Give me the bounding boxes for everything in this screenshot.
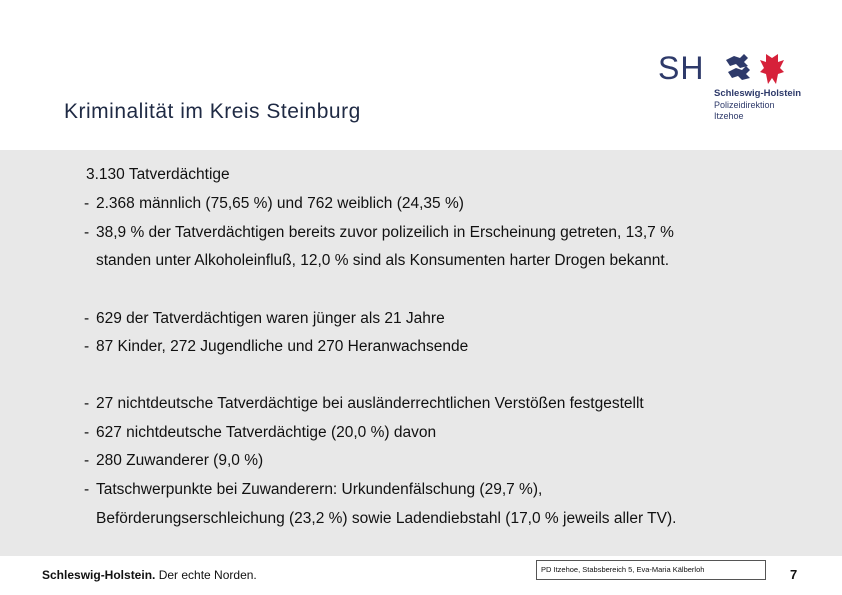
bullet-text-continued: Beförderungserschleichung (23,2 %) sowie… bbox=[96, 510, 677, 527]
organization-logo: SH Schleswig-Holstein Polizeidirektion I… bbox=[656, 48, 816, 128]
bullet-text: 627 nichtdeutsche Tatverdächtige (20,0 %… bbox=[96, 424, 437, 441]
content-headline: 3.130 Tatverdächtige bbox=[86, 166, 230, 183]
bullet-text-continued: standen unter Alkoholeinfluß, 12,0 % sin… bbox=[96, 252, 670, 269]
bullet-marker: - bbox=[84, 424, 90, 441]
logo-abbreviation: SH bbox=[658, 50, 705, 86]
bullet-text: 87 Kinder, 272 Jugendliche und 270 Heran… bbox=[96, 338, 469, 355]
bullet-marker: - bbox=[84, 338, 90, 355]
bullet-marker: - bbox=[84, 224, 90, 241]
slide-title: Kriminalität im Kreis Steinburg bbox=[64, 100, 361, 123]
lions-and-nettle-leaf-icon bbox=[726, 54, 784, 84]
bullet-marker: - bbox=[84, 481, 90, 498]
footer-brand-name: Schleswig-Holstein. bbox=[42, 568, 156, 582]
footer-slogan: Der echte Norden. bbox=[155, 568, 257, 582]
footer-credit: PD Itzehoe, Stabsbereich 5, Eva-Maria Kä… bbox=[541, 565, 705, 574]
bullet-text: 27 nichtdeutsche Tatverdächtige bei ausl… bbox=[96, 395, 644, 412]
bullet-marker: - bbox=[84, 310, 90, 327]
bullet-text: 2.368 männlich (75,65 %) und 762 weiblic… bbox=[96, 195, 464, 212]
footer-brand: Schleswig-Holstein. Der echte Norden. bbox=[42, 568, 257, 582]
bullet-marker: - bbox=[84, 452, 90, 469]
bullet-text: 38,9 % der Tatverdächtigen bereits zuvor… bbox=[96, 224, 674, 241]
logo-state-name: Schleswig-Holstein bbox=[714, 88, 802, 99]
logo-department: Polizeidirektion bbox=[714, 100, 775, 110]
bullet-marker: - bbox=[84, 395, 90, 412]
page-number: 7 bbox=[790, 567, 798, 582]
content-panel bbox=[0, 150, 842, 556]
bullet-text: 280 Zuwanderer (9,0 %) bbox=[96, 452, 264, 469]
bullet-marker: - bbox=[84, 195, 90, 212]
bullet-text: 629 der Tatverdächtigen waren jünger als… bbox=[96, 310, 445, 327]
logo-location: Itzehoe bbox=[714, 111, 744, 121]
bullet-text: Tatschwerpunkte bei Zuwanderern: Urkunde… bbox=[96, 481, 543, 498]
footer-credit-box: PD Itzehoe, Stabsbereich 5, Eva-Maria Kä… bbox=[536, 560, 766, 580]
